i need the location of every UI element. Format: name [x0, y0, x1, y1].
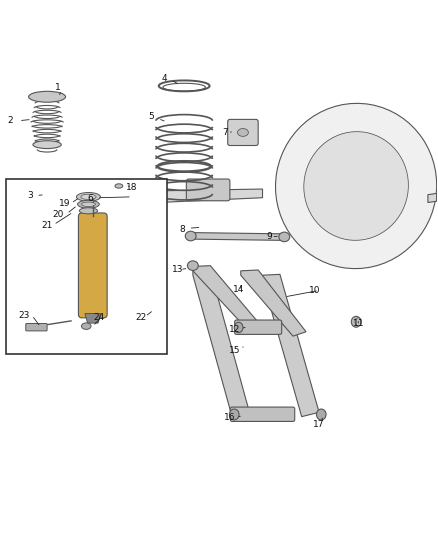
FancyBboxPatch shape: [186, 179, 230, 201]
Text: 20: 20: [52, 210, 64, 219]
Ellipse shape: [355, 318, 361, 326]
Text: 11: 11: [353, 319, 364, 328]
Ellipse shape: [317, 409, 326, 420]
Text: 2: 2: [7, 116, 13, 125]
Bar: [6, 180, 167, 353]
FancyBboxPatch shape: [230, 407, 295, 422]
Ellipse shape: [77, 192, 100, 201]
Text: 18: 18: [126, 183, 138, 192]
Text: 14: 14: [233, 285, 244, 294]
Ellipse shape: [115, 184, 123, 188]
Text: 1: 1: [55, 83, 61, 92]
Text: 17: 17: [313, 419, 325, 429]
Text: 15: 15: [229, 345, 240, 354]
Text: 9: 9: [266, 232, 272, 241]
Polygon shape: [188, 232, 284, 240]
Ellipse shape: [28, 91, 66, 102]
Polygon shape: [428, 193, 437, 203]
Ellipse shape: [134, 181, 165, 203]
Ellipse shape: [279, 232, 290, 241]
Ellipse shape: [237, 128, 248, 136]
Text: 10: 10: [309, 286, 321, 295]
Text: 21: 21: [42, 221, 53, 230]
Text: 6: 6: [88, 193, 93, 203]
Text: 12: 12: [229, 325, 240, 334]
Polygon shape: [262, 274, 319, 417]
Ellipse shape: [79, 208, 98, 214]
FancyBboxPatch shape: [235, 320, 282, 334]
Polygon shape: [241, 270, 306, 336]
Text: 4: 4: [162, 74, 167, 83]
Ellipse shape: [33, 141, 61, 149]
Polygon shape: [193, 270, 250, 417]
Text: 16: 16: [224, 414, 236, 423]
Ellipse shape: [138, 186, 161, 201]
Ellipse shape: [304, 132, 408, 240]
Ellipse shape: [42, 190, 53, 197]
Text: 7: 7: [223, 128, 228, 137]
Ellipse shape: [81, 194, 96, 199]
Text: 8: 8: [179, 224, 185, 233]
Ellipse shape: [234, 322, 243, 333]
FancyBboxPatch shape: [78, 213, 107, 318]
Polygon shape: [85, 313, 101, 323]
Ellipse shape: [230, 409, 239, 420]
Ellipse shape: [185, 231, 196, 241]
Ellipse shape: [81, 202, 95, 206]
Text: 23: 23: [18, 311, 30, 320]
Ellipse shape: [276, 103, 437, 269]
FancyBboxPatch shape: [228, 119, 258, 146]
Text: 13: 13: [172, 265, 184, 274]
Text: 3: 3: [27, 191, 32, 200]
Text: 5: 5: [148, 112, 155, 121]
Ellipse shape: [81, 323, 91, 329]
Text: 24: 24: [94, 313, 105, 322]
Polygon shape: [193, 265, 262, 332]
FancyArrowPatch shape: [113, 195, 260, 199]
FancyBboxPatch shape: [26, 324, 47, 331]
Ellipse shape: [78, 200, 99, 208]
Polygon shape: [110, 189, 262, 205]
Ellipse shape: [351, 316, 361, 327]
Text: 22: 22: [135, 313, 146, 322]
Ellipse shape: [187, 261, 198, 270]
Text: 19: 19: [59, 199, 70, 208]
